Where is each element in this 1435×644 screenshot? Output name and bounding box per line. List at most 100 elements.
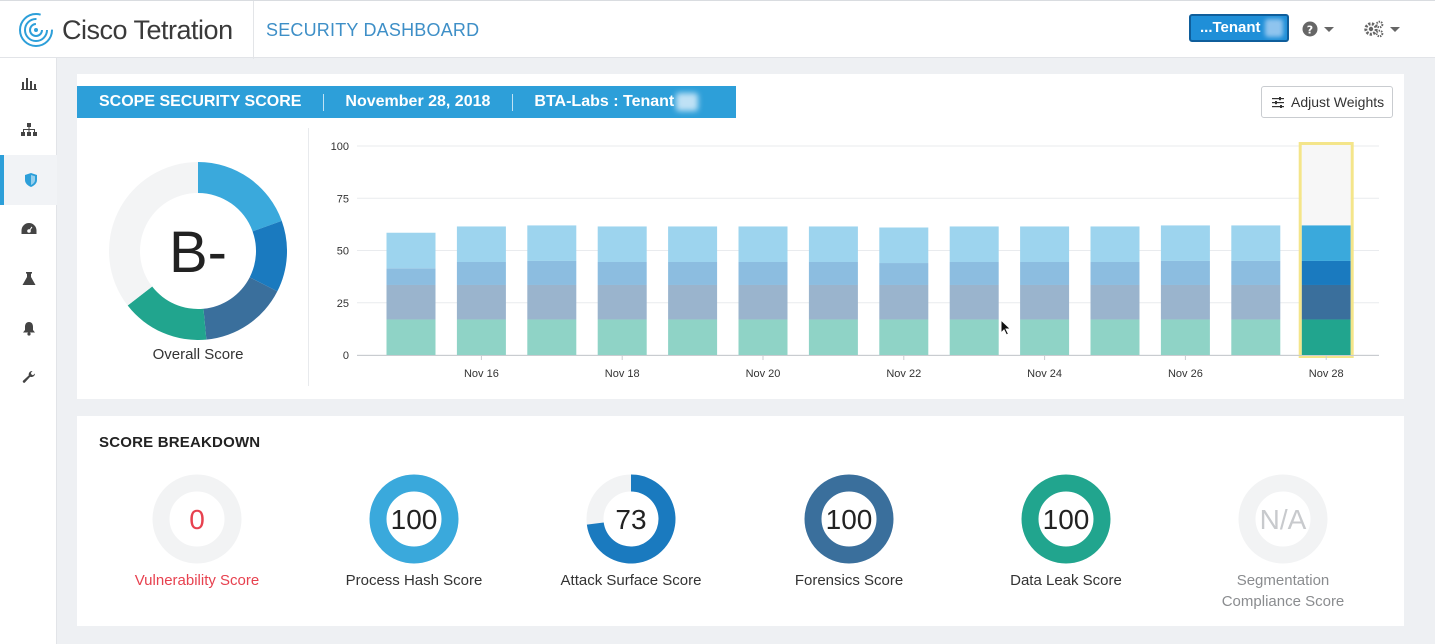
y-tick-label: 100 xyxy=(331,141,349,153)
bar-segment xyxy=(1160,284,1210,320)
bar-segment xyxy=(1160,225,1210,261)
x-tick-label: Nov 24 xyxy=(1027,368,1062,380)
score-breakdown-card: SCORE BREAKDOWN 0 Vulnerability Score 100 P… xyxy=(77,416,1404,626)
nav-item-maintenance[interactable] xyxy=(0,352,57,402)
bar-segment xyxy=(808,284,858,320)
bar-segment xyxy=(1090,226,1140,262)
bar-segment xyxy=(386,232,436,269)
overall-score-segment xyxy=(203,277,278,340)
bar-segment xyxy=(1231,225,1281,261)
score-metric[interactable]: N/A Segmentation Compliance Score xyxy=(1183,474,1383,612)
bar-segment xyxy=(527,284,577,320)
bar-segment xyxy=(1301,284,1351,320)
bar-segment xyxy=(456,284,506,320)
bar-segment xyxy=(1020,226,1070,262)
x-tick-label: Nov 16 xyxy=(464,368,499,380)
brand-name: Cisco Tetration xyxy=(62,14,233,45)
bar-segment xyxy=(1090,319,1140,355)
overall-score-donut: B- xyxy=(109,162,287,340)
x-tick-label: Nov 22 xyxy=(886,368,921,380)
bar-segment xyxy=(1020,284,1070,320)
bar-segment xyxy=(949,319,999,355)
chevron-down-icon xyxy=(1390,26,1400,32)
brand[interactable]: Cisco Tetration xyxy=(18,11,233,49)
score-breakdown-title: SCORE BREAKDOWN xyxy=(99,434,261,451)
divider xyxy=(253,1,254,59)
score-label: Process Hash Score xyxy=(345,572,483,589)
page-title: SECURITY DASHBOARD xyxy=(266,20,480,40)
mouse-cursor-icon xyxy=(1000,319,1012,336)
bar-chart-icon xyxy=(20,78,37,90)
gears-icon xyxy=(1364,20,1384,38)
bar-segment xyxy=(597,261,647,285)
nav-item-alerts[interactable] xyxy=(0,303,57,353)
divider xyxy=(308,128,309,386)
bar-segment xyxy=(668,226,718,262)
help-menu[interactable]: ? xyxy=(1302,17,1334,41)
overall-score-segment xyxy=(198,162,282,232)
nav-item-applications[interactable] xyxy=(0,105,57,155)
bar-segment xyxy=(597,284,647,320)
bar-segment xyxy=(456,261,506,285)
bar-segment xyxy=(808,319,858,355)
bar-segment xyxy=(949,261,999,285)
bar-segment xyxy=(668,261,718,285)
nav-item-monitoring[interactable] xyxy=(0,204,57,254)
bar-segment xyxy=(1090,261,1140,285)
score-label-line: Segmentation xyxy=(1236,572,1330,589)
score-metric[interactable]: 73 Attack Surface Score xyxy=(531,474,731,591)
bar-segment xyxy=(456,319,506,355)
tenant-selector-button[interactable]: ...Tenant xyxy=(1189,14,1289,42)
bar-segment xyxy=(738,226,788,262)
adjust-weights-button[interactable]: Adjust Weights xyxy=(1261,86,1393,118)
ring-fill xyxy=(1021,474,1111,564)
ring-track xyxy=(1238,474,1328,564)
score-ring: 100 xyxy=(369,474,459,564)
score-label: Vulnerability Score xyxy=(134,572,260,589)
top-bar: Cisco Tetration SECURITY DASHBOARD ...Te… xyxy=(0,0,1435,59)
y-tick-label: 25 xyxy=(337,298,349,310)
ring-fill xyxy=(586,474,676,564)
y-tick-label: 0 xyxy=(343,350,349,362)
score-metric[interactable]: 100 Process Hash Score xyxy=(314,474,514,591)
flask-icon xyxy=(22,272,35,285)
score-value: 73 xyxy=(615,504,646,535)
tenant-name: ...Tenant xyxy=(1200,19,1261,36)
bar-segment xyxy=(386,284,436,320)
bar-segment xyxy=(738,261,788,285)
bell-icon xyxy=(22,321,35,336)
score-label-line: Compliance Score xyxy=(1221,593,1345,610)
score-value: 100 xyxy=(1043,504,1090,535)
bar-segment xyxy=(808,261,858,285)
ring-fill xyxy=(369,474,459,564)
bar-segment xyxy=(668,284,718,320)
x-tick-label: Nov 20 xyxy=(746,368,781,380)
redacted-text xyxy=(676,92,699,111)
bar-segment xyxy=(597,319,647,355)
score-metric[interactable]: 0 Vulnerability Score xyxy=(97,474,297,591)
nav-item-lab[interactable] xyxy=(0,254,57,304)
wrench-icon xyxy=(22,370,35,383)
bar-segment xyxy=(738,319,788,355)
y-tick-label: 50 xyxy=(337,246,349,258)
bar-segment xyxy=(668,319,718,355)
score-metric[interactable]: 100 Data Leak Score xyxy=(966,474,1166,591)
score-ring: 100 xyxy=(1021,474,1111,564)
nav-item-dashboard[interactable] xyxy=(0,58,57,108)
bar-segment xyxy=(1020,319,1070,355)
score-ring: 0 xyxy=(152,474,242,564)
overall-score-label: Overall Score xyxy=(152,346,244,363)
sitemap-icon xyxy=(20,123,37,136)
score-label: Forensics Score xyxy=(794,572,904,589)
scope-header-scope: BTA-Labs : Tenant xyxy=(512,86,720,118)
score-ring: N/A xyxy=(1238,474,1328,564)
settings-menu[interactable] xyxy=(1364,17,1400,41)
x-tick-label: Nov 18 xyxy=(605,368,640,380)
overall-grade: B- xyxy=(169,220,227,285)
scope-header: SCOPE SECURITY SCORE November 28, 2018 B… xyxy=(77,86,736,118)
nav-item-security[interactable] xyxy=(0,155,57,205)
score-ring: 73 xyxy=(586,474,676,564)
score-metric[interactable]: 100 Forensics Score xyxy=(749,474,949,591)
bar-segment xyxy=(1160,260,1210,285)
bar-segment xyxy=(1231,319,1281,355)
